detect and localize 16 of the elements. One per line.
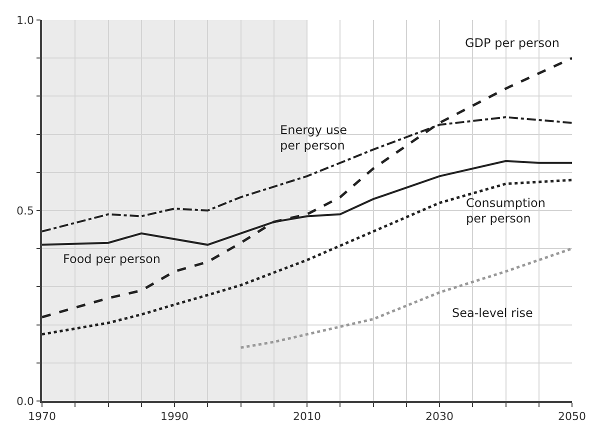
series-label: Sea-level rise [452,306,533,320]
series-label: Consumption per person [466,196,546,226]
x-tick-label: 1990 [160,410,188,423]
line-series [42,178,572,336]
y-tick-label: 0.0 [16,394,34,408]
x-tick-label: 2010 [293,410,321,423]
series-label: Energy use per person [280,123,348,153]
line-series [42,56,572,318]
x-tick-label: 1970 [28,410,56,423]
series-label: Food per person [63,252,160,266]
y-tick-label: 1.0 [16,14,34,27]
x-tick-label: 2050 [558,410,586,423]
y-tick-label: 0.5 [16,204,34,218]
x-tick-label: 2030 [426,410,454,423]
line-series [240,247,572,349]
series-label: GDP per person [465,36,560,50]
